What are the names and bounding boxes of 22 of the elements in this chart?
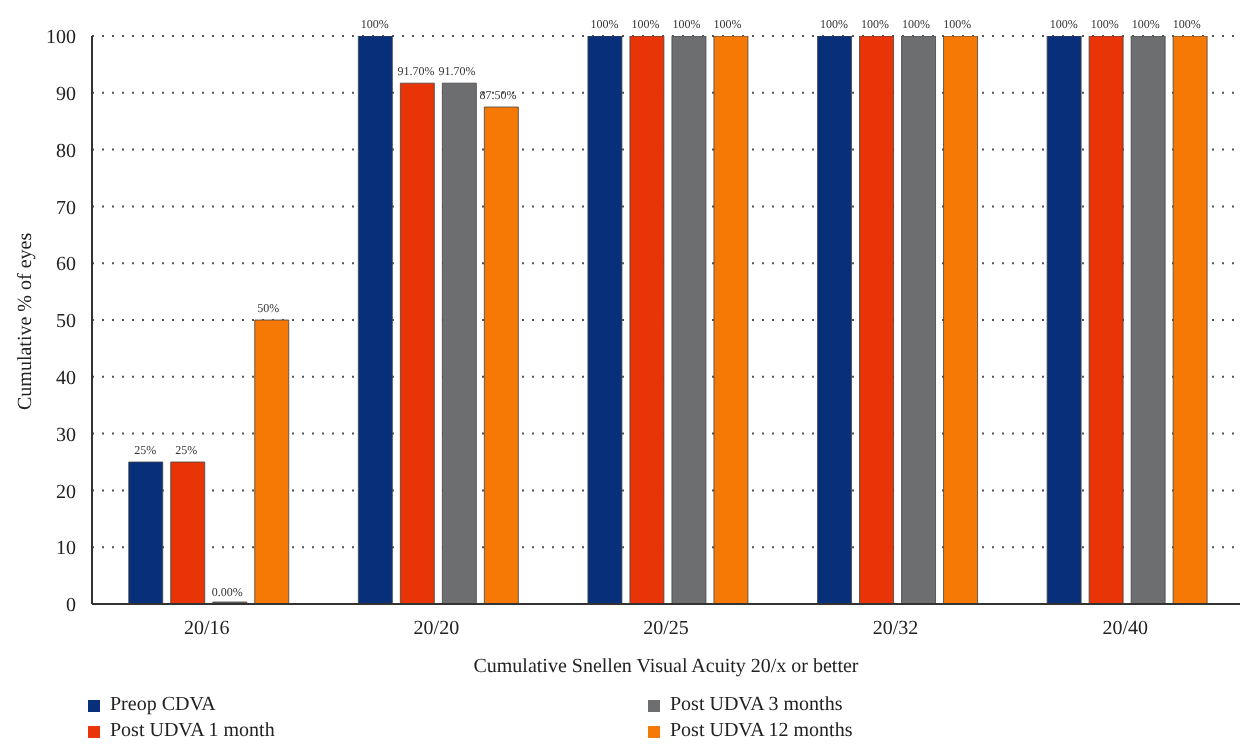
y-tick-label: 20 <box>56 481 76 504</box>
x-tick-label: 20/16 <box>184 618 230 641</box>
legend-label: Preop CDVA <box>110 694 216 716</box>
x-tick-label: 20/32 <box>872 618 919 641</box>
y-axis-title: Cumulative % of eyes <box>15 232 38 410</box>
x-axis-title: Cumulative Snellen Visual Acuity 20/x or better <box>473 656 860 678</box>
y-tick-label: 50 <box>56 311 76 334</box>
y-tick-label: 10 <box>56 538 76 561</box>
y-tick-label: 100 <box>46 27 76 50</box>
y-tick-label: 30 <box>56 424 76 447</box>
y-tick-label: 80 <box>56 140 76 163</box>
y-tick-label: 90 <box>56 83 76 106</box>
x-tick-label: 20/20 <box>413 618 460 641</box>
y-tick-label: 0 <box>66 595 76 618</box>
legend-label: Post UDVA 1 month <box>110 720 275 742</box>
y-tick-label: 40 <box>56 367 76 390</box>
y-tick-label: 70 <box>56 197 76 220</box>
y-tick-label: 60 <box>56 254 76 277</box>
x-tick-label: 20/40 <box>1102 618 1148 641</box>
x-tick-label: 20/25 <box>643 618 689 641</box>
legend-label: Post UDVA 3 months <box>670 694 843 716</box>
legend-label: Post UDVA 12 months <box>670 720 853 742</box>
